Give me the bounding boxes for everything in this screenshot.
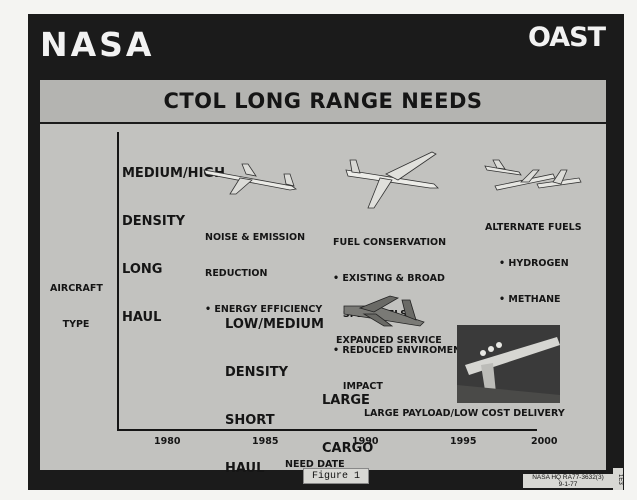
category-line: CARGO: [322, 441, 374, 456]
need-line: • ENERGY EFFICIENCY: [205, 304, 323, 315]
need-line: • HYDROGEN: [499, 258, 569, 269]
need-line: REDUCTION: [205, 268, 268, 279]
need-line: FUEL CONSERVATION: [333, 237, 447, 248]
category-low-medium-density: LOW/MEDIUM DENSITY SHORT HAUL: [225, 285, 324, 493]
cargo-aircraft-photo: [457, 325, 560, 403]
y-axis-label-line: TYPE: [62, 319, 90, 330]
need-line: ALTERNATE FUELS: [485, 222, 582, 233]
need-line: • REDUCED ENVIROMENTAL: [333, 345, 481, 356]
category-line: HAUL: [225, 461, 265, 476]
category-line: SHORT: [225, 413, 275, 428]
reference-line: NASA HQ RA77-3632(3): [532, 474, 604, 481]
title-bar: CTOL LONG RANGE NEEDS: [40, 80, 606, 122]
nasa-logo: NASA: [40, 25, 155, 64]
slide-title: CTOL LONG RANGE NEEDS: [163, 89, 483, 113]
cargo-plane-icon: [343, 295, 425, 327]
x-tick-label: 1985: [252, 436, 279, 447]
y-axis-label-line: AIRCRAFT: [50, 283, 103, 294]
need-line: IMPACT: [333, 381, 383, 392]
x-tick-label: 1980: [154, 436, 181, 447]
category-line: MEDIUM/HIGH: [122, 166, 225, 181]
x-axis-line: [117, 429, 537, 431]
need-large-payload: LARGE PAYLOAD/LOW COST DELIVERY: [364, 408, 565, 419]
y-axis-label: AIRCRAFT TYPE: [50, 259, 103, 343]
need-line: • METHANE: [499, 294, 561, 305]
hydrogen-aircraft-icon: [484, 159, 582, 191]
figure-label: Figure 1: [303, 468, 369, 484]
oast-logo: OAST: [528, 22, 606, 53]
y-axis-line: [117, 132, 119, 431]
reference-number: NASA HQ RA77-3632(3) 9-1-77: [523, 474, 613, 488]
need-expanded-service: EXPANDED SERVICE: [336, 335, 442, 346]
need-noise-emission: NOISE & EMISSION REDUCTION • ENERGY EFFI…: [205, 208, 322, 328]
category-medium-high-density: MEDIUM/HIGH DENSITY LONG HAUL: [122, 134, 225, 342]
x-tick-label: 1990: [352, 436, 379, 447]
x-axis-label: NEED DATE: [285, 459, 345, 470]
need-alternate-fuels: ALTERNATE FUELS • HYDROGEN • METHANE: [485, 198, 582, 318]
x-tick-label: 1995: [450, 436, 477, 447]
need-line: NOISE & EMISSION: [205, 232, 306, 243]
category-line: HAUL: [122, 310, 162, 325]
content-panel: [40, 124, 606, 470]
reference-side-number: 1E3: [613, 468, 623, 490]
category-line: LARGE: [322, 393, 370, 408]
category-line: DENSITY: [122, 214, 186, 229]
need-line: • EXISTING & BROAD: [333, 273, 445, 284]
category-line: DENSITY: [225, 365, 289, 380]
x-tick-label: 2000: [531, 436, 558, 447]
wide-body-jet-icon: [345, 151, 439, 209]
reference-line: 9-1-77: [558, 481, 578, 488]
category-line: LONG: [122, 262, 163, 277]
category-line: LOW/MEDIUM: [225, 317, 324, 332]
jet-airliner-icon: [203, 163, 297, 195]
category-large-cargo: LARGE CARGO: [322, 361, 373, 473]
